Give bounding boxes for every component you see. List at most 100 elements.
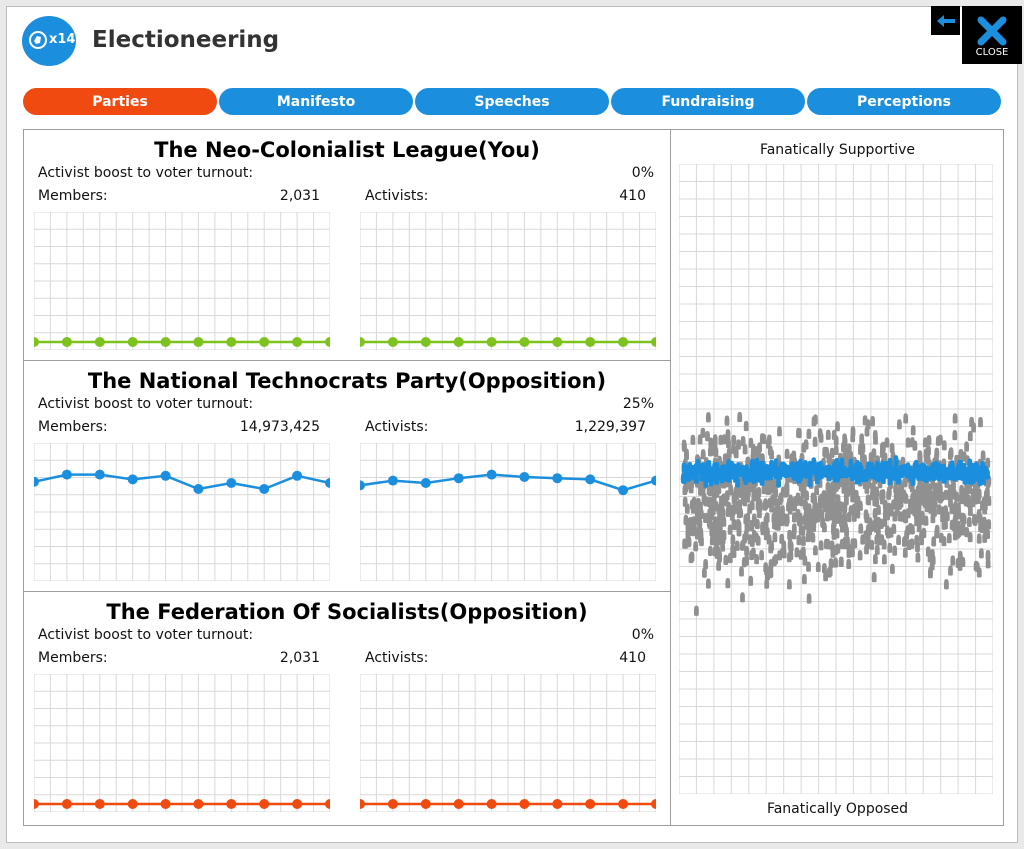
party-name: The Federation Of Socialists(Opposition): [106, 600, 588, 624]
voter-figure: [701, 494, 707, 505]
voter-figure: [953, 501, 958, 512]
voter-figure: [892, 511, 898, 522]
close-button[interactable]: CLOSE: [962, 6, 1022, 64]
tab-speeches[interactable]: Speeches: [415, 88, 609, 115]
voter-figure: [917, 493, 923, 504]
voter-figure: [763, 498, 768, 509]
voter-figure: [695, 458, 701, 470]
voter-figure: [712, 516, 718, 527]
voter-figure: [923, 448, 929, 459]
activists-chart: [360, 443, 656, 581]
voter-figure: [748, 437, 754, 448]
turnout-value: 0%: [631, 165, 654, 181]
voter-figure: [847, 467, 853, 478]
voter-figure: [976, 533, 982, 544]
data-point: [486, 799, 497, 809]
voter-figure: [976, 509, 982, 520]
voter-figure: [923, 472, 929, 483]
voter-figure: [721, 434, 727, 445]
turnout-value: 0%: [631, 627, 654, 643]
activists-label: Activists:: [365, 188, 429, 204]
tab-fundraising[interactable]: Fundraising: [611, 88, 805, 115]
tab-perceptions[interactable]: Perceptions: [807, 88, 1001, 115]
voter-figure: [709, 496, 715, 508]
data-point: [360, 799, 365, 809]
voter-figure: [890, 563, 895, 574]
voter-figure: [806, 561, 811, 572]
voter-figure: [955, 528, 961, 539]
voter-figure: [726, 447, 732, 459]
voter-figure: [734, 540, 740, 551]
data-point: [160, 470, 171, 481]
voter-figure: [852, 506, 858, 517]
voter-figure: [873, 467, 879, 478]
chart-grid: [360, 212, 656, 350]
voter-figure: [912, 498, 917, 509]
chart-grid: [360, 674, 656, 812]
party-section: The Federation Of Socialists(Opposition)…: [24, 592, 670, 823]
tab-parties[interactable]: Parties: [23, 88, 217, 115]
voter-figure: [721, 468, 727, 480]
voter-figure: [980, 450, 986, 461]
voter-figure: [801, 442, 807, 453]
voter-figure: [910, 425, 916, 436]
data-point: [360, 480, 365, 491]
voter-figure: [806, 593, 812, 604]
back-button[interactable]: [931, 6, 960, 35]
voter-figure: [743, 420, 749, 432]
voter-figure: [794, 461, 800, 472]
members-value: 2,031: [279, 188, 320, 204]
voter-figure: [703, 559, 708, 570]
voter-figure: [936, 504, 942, 515]
voter-figure: [688, 552, 694, 564]
voter-figure: [868, 461, 873, 472]
voter-figure: [734, 489, 739, 501]
voter-figure: [800, 463, 806, 474]
voter-figure: [756, 487, 762, 498]
data-point: [160, 799, 171, 809]
voter-figure: [917, 510, 922, 521]
badge-count: x14: [49, 32, 76, 47]
data-point: [226, 478, 237, 488]
voter-figure: [825, 429, 831, 440]
voter-figure: [779, 466, 785, 477]
voter-figure: [730, 534, 736, 545]
tab-manifesto[interactable]: Manifesto: [219, 88, 413, 115]
data-point: [193, 799, 204, 809]
voter-figure: [960, 525, 966, 536]
data-point: [94, 337, 105, 347]
voter-figure: [864, 483, 870, 494]
voter-figure: [905, 466, 910, 477]
voter-figure: [827, 502, 833, 513]
voter-figure: [784, 481, 790, 492]
voter-figure: [747, 503, 753, 514]
voter-figure: [880, 442, 885, 453]
voter-figure: [922, 488, 928, 499]
voter-figure: [910, 437, 915, 448]
data-point: [94, 799, 105, 809]
electioneering-window: [6, 6, 1018, 843]
voter-figure: [973, 494, 979, 505]
voter-figure: [880, 489, 886, 500]
data-point: [519, 472, 530, 482]
voter-figure: [706, 578, 711, 589]
voter-figure: [948, 565, 953, 576]
voter-figure: [937, 471, 942, 482]
voter-figure: [777, 426, 782, 437]
voter-figure: [813, 545, 818, 556]
voter-figure: [770, 494, 775, 505]
data-point: [292, 470, 303, 481]
data-point: [387, 799, 398, 809]
perceptions-panel: Fanatically Supportive Fanatically Oppos…: [670, 130, 1003, 825]
voter-figure: [771, 512, 777, 524]
data-point: [618, 485, 629, 496]
voter-figure: [698, 533, 703, 544]
voter-figure: [787, 504, 793, 515]
voter-figure: [859, 433, 865, 444]
data-point: [486, 337, 497, 347]
voter-figure: [741, 557, 747, 568]
voter-figure: [954, 491, 960, 502]
voter-figure: [727, 524, 733, 535]
voter-figure: [706, 412, 711, 423]
voter-figure: [743, 514, 749, 525]
